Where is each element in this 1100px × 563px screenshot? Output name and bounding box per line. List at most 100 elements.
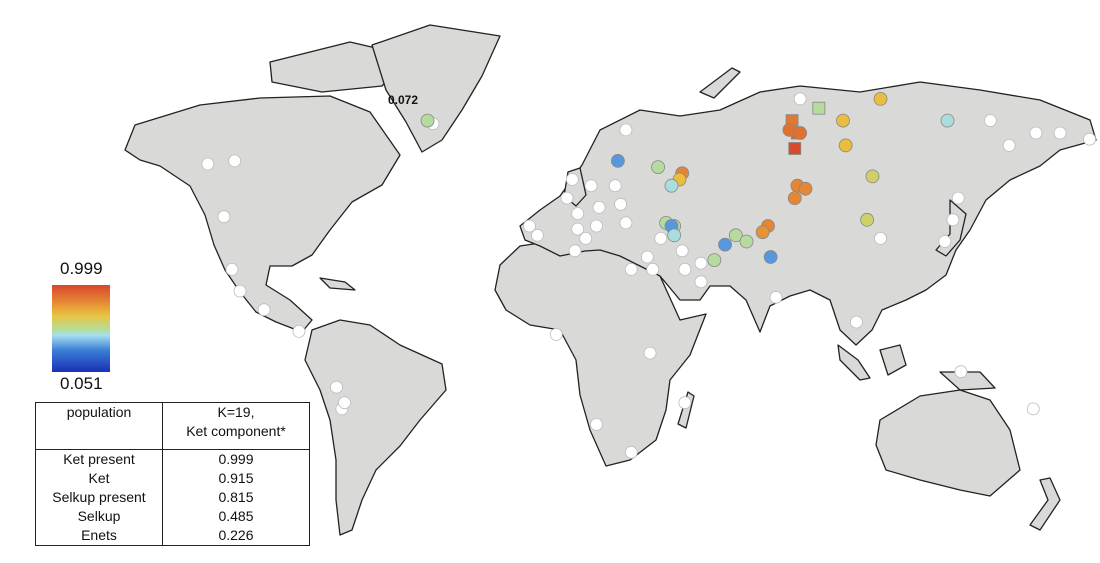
population-markers [201, 92, 1096, 459]
colorbar-min-label: 0.051 [60, 374, 103, 393]
unsampled-population-marker [1029, 126, 1043, 140]
population-cell: Ket [35, 469, 163, 488]
unsampled-population-marker [549, 328, 563, 341]
unsampled-population-marker [938, 235, 952, 248]
population-cell: Ket present [35, 449, 163, 469]
unsampled-population-marker [675, 244, 689, 258]
population-marker [860, 212, 875, 227]
unsampled-population-marker [565, 173, 579, 186]
unsampled-population-marker [590, 219, 603, 233]
unsampled-population-marker [1026, 402, 1040, 416]
new-zealand [1029, 477, 1061, 531]
new-guinea [939, 371, 996, 391]
header-ket-component: K=19, Ket component* [162, 402, 310, 450]
header-population: population [35, 402, 163, 450]
south-america [304, 319, 447, 536]
table-header-row: population K=19, Ket component* [35, 402, 310, 450]
unsampled-population-marker [560, 191, 574, 205]
unsampled-population-marker [579, 231, 593, 245]
unsampled-population-marker [584, 179, 598, 193]
unsampled-population-marker [571, 222, 585, 236]
unsampled-population-marker [624, 445, 638, 459]
unsampled-population-marker [694, 275, 708, 289]
australia [875, 389, 1021, 497]
unsampled-population-marker [201, 157, 215, 171]
table-row: Ket present 0.999 [35, 449, 310, 469]
colorbar-max-label: 0.999 [60, 259, 103, 278]
unsampled-population-marker [640, 250, 654, 264]
unsampled-population-marker [228, 154, 242, 168]
population-marker [836, 113, 850, 128]
header-k-line: K=19, [217, 404, 255, 420]
unsampled-population-marker [257, 303, 271, 317]
population-marker [707, 253, 722, 268]
unsampled-population-marker [614, 197, 627, 211]
unsampled-population-marker [590, 417, 603, 431]
greenland-value-label: 0.072 [388, 93, 418, 107]
present-day-population-marker [812, 101, 826, 115]
unsampled-population-marker [946, 213, 960, 227]
colorbar [52, 285, 110, 372]
population-marker [793, 126, 808, 140]
present-day-population-marker [788, 142, 802, 155]
unsampled-population-marker [292, 324, 306, 338]
unsampled-population-marker [678, 262, 692, 276]
population-marker [763, 250, 778, 264]
unsampled-population-marker [619, 123, 633, 137]
population-marker [728, 228, 743, 243]
population-marker [664, 178, 679, 193]
table-row: Enets 0.226 [35, 526, 310, 546]
unsampled-population-marker [531, 228, 544, 242]
unsampled-population-marker [523, 219, 536, 233]
unsampled-population-marker [850, 315, 863, 329]
unsampled-population-marker [1002, 138, 1016, 152]
greenland [371, 24, 501, 153]
unsampled-population-marker [568, 244, 582, 258]
unsampled-population-marker [1083, 132, 1096, 146]
population-marker [798, 181, 813, 196]
population-marker [610, 153, 625, 168]
novaya-zemlya [699, 67, 741, 99]
value-cell: 0.999 [218, 451, 254, 467]
unsampled-population-marker [769, 290, 783, 304]
unsampled-population-marker [984, 114, 997, 127]
table-row: Selkup 0.485 [35, 507, 310, 526]
unsampled-population-marker [592, 200, 606, 214]
unsampled-population-marker [225, 262, 239, 276]
population-cell: Selkup [35, 507, 163, 526]
unsampled-population-marker [951, 191, 965, 205]
value-cell: 0.815 [218, 489, 254, 505]
table-row: Selkup present 0.815 [35, 488, 310, 507]
population-cell: Enets [35, 526, 163, 546]
value-cell: 0.915 [218, 470, 254, 486]
population-marker [755, 225, 770, 240]
unsampled-population-marker [694, 256, 708, 270]
unsampled-population-marker [646, 262, 660, 276]
unsampled-population-marker [1053, 126, 1067, 140]
unsampled-population-marker [217, 210, 231, 224]
table-row: Ket 0.915 [35, 469, 310, 488]
population-marker [865, 169, 880, 184]
cuba [319, 277, 356, 291]
unsampled-population-marker [619, 216, 633, 230]
population-marker [667, 228, 682, 243]
unsampled-population-marker [233, 284, 247, 298]
population-cell: Selkup present [35, 488, 163, 507]
unsampled-population-marker [643, 346, 657, 360]
borneo [879, 344, 907, 376]
north-america [124, 95, 401, 333]
population-marker [718, 237, 732, 252]
population-marker [651, 160, 665, 175]
population-marker [940, 113, 955, 128]
unsampled-population-marker [678, 396, 692, 410]
population-marker [420, 113, 435, 128]
value-cell: 0.226 [218, 527, 254, 543]
unsampled-population-marker [654, 231, 668, 245]
unsampled-population-marker [874, 231, 887, 245]
unsampled-population-marker [624, 262, 638, 276]
unsampled-population-marker [330, 380, 343, 394]
population-marker [787, 191, 802, 206]
ket-component-table: population K=19, Ket component* Ket prese… [35, 402, 310, 546]
unsampled-population-marker [608, 179, 622, 193]
